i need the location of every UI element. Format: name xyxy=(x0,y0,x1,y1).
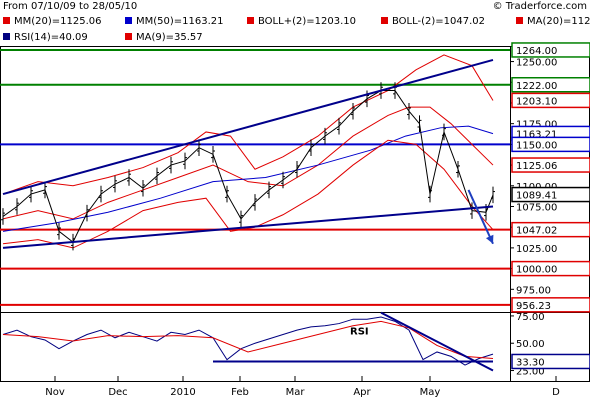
level-label-text: 956.23 xyxy=(516,301,551,312)
legend-row-1-item: MA(20)=112 xyxy=(516,15,590,29)
y-tick-label: 1250.00 xyxy=(516,58,557,69)
date-range-label: From 07/10/09 to 28/05/10 xyxy=(3,1,138,12)
legend-row-2-text: RSI(14)=40.09 xyxy=(14,32,88,43)
rsi-y-tick-label: 75.00 xyxy=(516,312,545,323)
y-tick-label: 1025.00 xyxy=(516,244,557,255)
level-label-box xyxy=(511,157,590,173)
legend-row-1-text: MM(20)=1125.06 xyxy=(14,16,102,27)
y-tick-label: 1075.00 xyxy=(516,202,557,213)
series-line-boll-2- xyxy=(2,139,494,249)
x-tick-label: Nov xyxy=(45,387,65,398)
level-label-text: 1264.00 xyxy=(516,46,557,57)
legend-row-1-item: BOLL-(2)=1047.02 xyxy=(381,15,485,29)
level-label-box xyxy=(511,260,590,277)
legend-row-2-item: MA(9)=35.57 xyxy=(125,31,203,45)
level-label-box xyxy=(511,221,590,238)
trendline xyxy=(2,205,494,249)
legend-row-2-text: MA(9)=35.57 xyxy=(136,32,203,43)
level-label-box xyxy=(511,92,590,109)
legend-row-1-item: MM(50)=1163.21 xyxy=(125,15,224,29)
rsi-annotation: RSI xyxy=(350,326,369,337)
legend-row-1-swatch xyxy=(3,17,10,24)
level-label-text: 1150.00 xyxy=(516,140,557,151)
trendline-arrowhead xyxy=(485,234,494,244)
level-label-text: 1125.06 xyxy=(516,161,557,172)
copyright-label: © Traderforce.com xyxy=(492,1,587,12)
level-label-box xyxy=(511,136,590,153)
legend-row-1-item: BOLL+(2)=1203.10 xyxy=(247,15,356,29)
legend-row-1-text: BOLL+(2)=1203.10 xyxy=(258,16,356,27)
legend-row-1-swatch xyxy=(516,17,523,24)
legend-row-1-text: MM(50)=1163.21 xyxy=(136,16,224,27)
trendline xyxy=(2,58,494,196)
legend-row-1-swatch xyxy=(125,17,132,24)
header-top-row: From 07/10/09 to 28/05/10 © Traderforce.… xyxy=(0,0,590,16)
rsi-level-label-box xyxy=(511,353,590,370)
x-tick-label: Dec xyxy=(108,387,127,398)
x-tick-label: Mar xyxy=(286,387,306,398)
legend-row-1-swatch xyxy=(247,17,254,24)
level-label-box xyxy=(511,77,590,93)
rsi-series-rsi-14- xyxy=(2,316,494,366)
level-label-text: 1203.10 xyxy=(516,96,557,107)
level-label-text: 1047.02 xyxy=(516,226,557,237)
y-tick-label: 1175.00 xyxy=(516,120,557,131)
price-line xyxy=(2,90,494,243)
legend-row-1: MM(20)=1125.06 MM(50)=1163.21 BOLL+(2)=120… xyxy=(0,15,590,30)
legend-row-2-swatch xyxy=(125,33,132,40)
legend-row-2-item: RSI(14)=40.09 xyxy=(3,31,88,45)
rsi-series-ma-9- xyxy=(2,320,494,360)
legend-row-1-text: BOLL-(2)=1047.02 xyxy=(392,16,486,27)
rsi-level-label-text: 33.30 xyxy=(516,357,545,368)
y-tick-label: 975.00 xyxy=(516,285,551,296)
x-tick-label: May xyxy=(420,387,441,398)
level-label-text: 1000.00 xyxy=(516,265,557,276)
legend-row-2-swatch xyxy=(3,33,10,40)
legend-row-1-text: MA(20)=112 xyxy=(527,16,590,27)
level-label-box xyxy=(511,297,590,313)
level-label-text: 1163.21 xyxy=(516,129,557,140)
level-label-box xyxy=(511,186,590,203)
series-line-mm-50- xyxy=(2,125,494,232)
legend-row-1-item: MM(20)=1125.06 xyxy=(3,15,102,29)
series-line-boll-2- xyxy=(2,54,494,195)
rsi-y-tick-label: 50.00 xyxy=(516,339,545,350)
legend-row-1-swatch xyxy=(381,17,388,24)
level-label-text: 1222.00 xyxy=(516,81,557,92)
level-label-text: 1089.41 xyxy=(516,191,557,202)
x-tick-label: Apr xyxy=(353,387,371,398)
rsi-y-tick-label: 25.00 xyxy=(516,367,545,378)
x-tick-label: 2010 xyxy=(170,387,195,398)
x-tick-label: Feb xyxy=(231,387,249,398)
legend-row-2: RSI(14)=40.09 MA(9)=35.57 xyxy=(0,31,590,46)
x-tick-label: D xyxy=(552,387,560,398)
level-label-box xyxy=(511,42,590,58)
trendline xyxy=(467,189,494,245)
